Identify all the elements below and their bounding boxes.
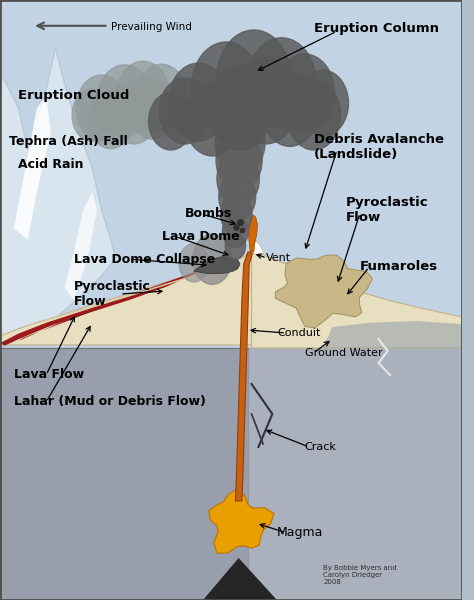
Polygon shape [42,260,237,322]
Polygon shape [0,48,115,348]
Circle shape [225,233,246,259]
Polygon shape [236,252,253,501]
Polygon shape [194,257,240,274]
Circle shape [219,173,255,221]
Circle shape [220,194,252,235]
Circle shape [191,42,261,132]
Circle shape [274,54,335,132]
Circle shape [287,80,341,150]
Circle shape [136,64,187,130]
Polygon shape [209,490,274,553]
Circle shape [216,130,262,190]
Circle shape [89,91,133,149]
Polygon shape [275,255,373,328]
Circle shape [116,61,170,131]
Polygon shape [0,0,462,348]
Text: Bombs: Bombs [184,207,232,220]
Text: Acid Rain: Acid Rain [18,158,84,172]
Circle shape [184,84,240,156]
Text: Crack: Crack [305,442,337,452]
Polygon shape [64,192,97,300]
Text: Conduit: Conduit [277,328,320,338]
Circle shape [168,63,228,141]
Polygon shape [249,348,462,600]
Text: Lava Dome Collapse: Lava Dome Collapse [74,253,215,266]
Text: Prevailing Wind: Prevailing Wind [111,22,191,32]
Text: Lahar (Mud or Debris Flow): Lahar (Mud or Debris Flow) [14,395,206,409]
Polygon shape [14,96,51,240]
Circle shape [110,82,158,144]
Polygon shape [323,321,462,348]
Text: Tephra (Ash) Fall: Tephra (Ash) Fall [9,134,128,148]
Circle shape [97,65,152,137]
Circle shape [149,92,193,150]
Circle shape [232,58,299,144]
Circle shape [261,72,319,146]
Circle shape [72,89,113,142]
Text: Magma: Magma [277,526,323,539]
Circle shape [298,70,348,136]
Text: Vent: Vent [266,253,291,263]
Text: By Bobbie Myers and
Carolyn Driedger
2008: By Bobbie Myers and Carolyn Driedger 200… [323,565,397,585]
Text: Lava Flow: Lava Flow [14,368,84,382]
Text: Eruption Cloud: Eruption Cloud [18,89,130,103]
Circle shape [193,234,232,284]
Circle shape [159,78,210,144]
Circle shape [76,75,127,141]
Polygon shape [0,265,217,346]
Text: Fumaroles: Fumaroles [360,260,438,274]
Text: Lava Dome: Lava Dome [162,230,239,243]
Polygon shape [18,307,101,341]
Polygon shape [0,252,252,345]
Text: Debris Avalanche
(Landslide): Debris Avalanche (Landslide) [314,133,444,161]
Circle shape [217,151,259,206]
Circle shape [179,244,209,282]
Circle shape [215,110,265,175]
Circle shape [129,79,175,139]
Polygon shape [252,252,462,348]
Circle shape [208,66,273,150]
Polygon shape [203,558,277,600]
Polygon shape [0,348,462,600]
Text: Pyroclastic
Flow: Pyroclastic Flow [346,196,429,224]
Polygon shape [248,215,257,252]
Text: Pyroclastic
Flow: Pyroclastic Flow [74,280,151,308]
Text: Eruption Column: Eruption Column [314,22,439,35]
Polygon shape [252,241,264,257]
Text: Ground Water: Ground Water [305,348,382,358]
Polygon shape [0,348,249,600]
Circle shape [247,38,316,128]
Circle shape [222,214,248,248]
Circle shape [217,30,291,126]
